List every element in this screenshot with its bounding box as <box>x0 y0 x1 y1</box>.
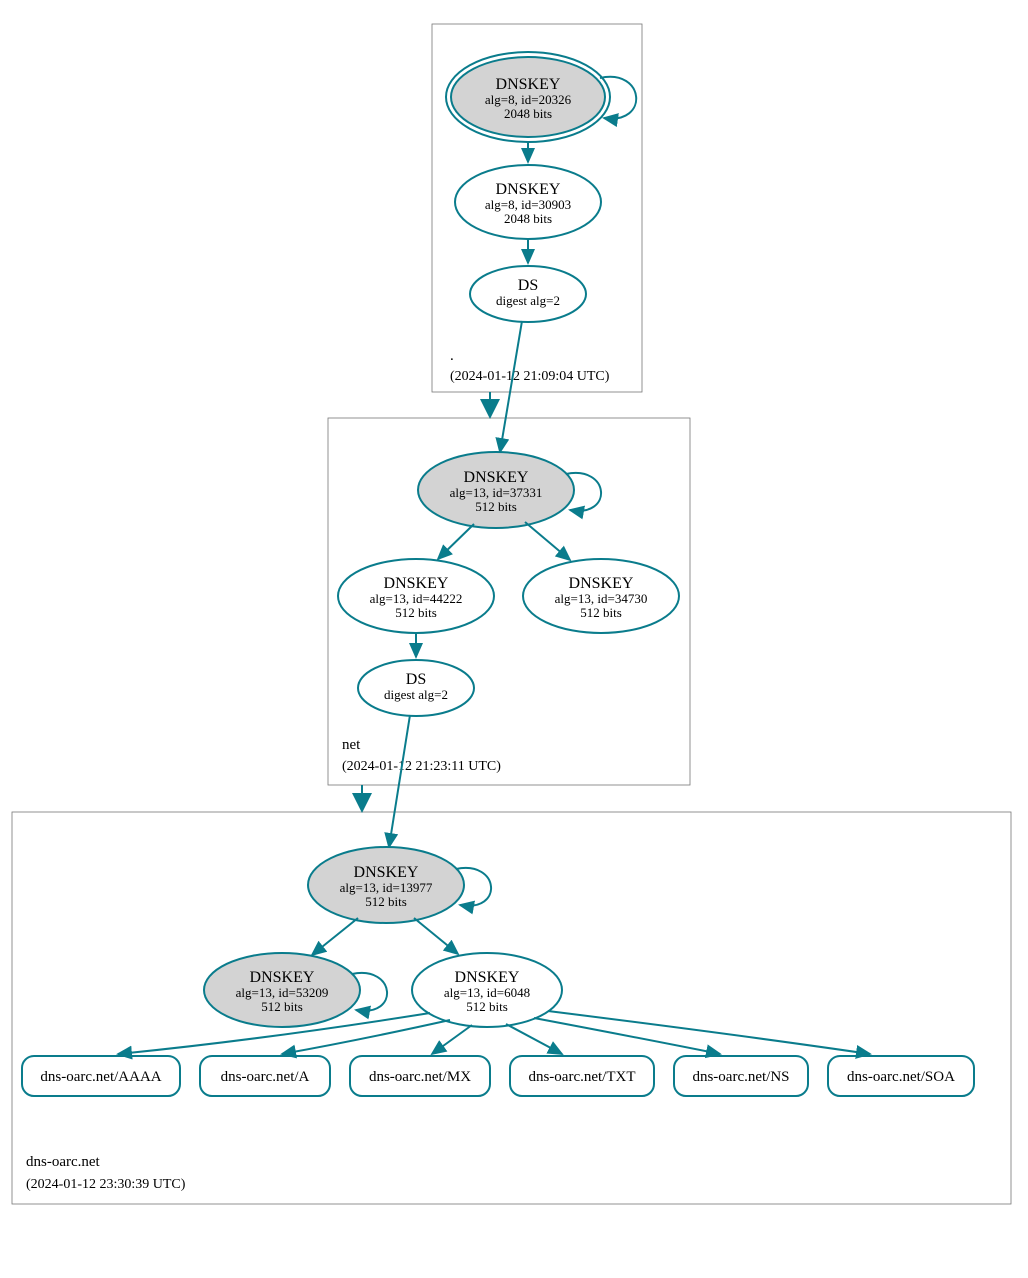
svg-text:DS: DS <box>518 277 538 294</box>
svg-text:alg=8, id=20326: alg=8, id=20326 <box>485 92 572 107</box>
edge-zsk2-mx <box>432 1025 472 1054</box>
edge-net-ds-do-ksk <box>389 715 410 847</box>
svg-text:512 bits: 512 bits <box>466 999 508 1014</box>
zone-time-net: (2024-01-12 21:23:11 UTC) <box>342 759 501 774</box>
node-rr-a: dns-oarc.net/A <box>200 1056 330 1096</box>
edge-net-ksk-zsk1 <box>438 524 474 559</box>
svg-text:alg=13, id=37331: alg=13, id=37331 <box>450 485 543 500</box>
zone-time-dnsoarc: (2024-01-12 23:30:39 UTC) <box>26 1177 186 1192</box>
svg-text:alg=13, id=6048: alg=13, id=6048 <box>444 985 530 1000</box>
svg-text:alg=8, id=30903: alg=8, id=30903 <box>485 197 571 212</box>
edge-zsk2-ns <box>534 1018 720 1054</box>
edge-zsk2-soa <box>548 1011 870 1054</box>
svg-text:dns-oarc.net/SOA: dns-oarc.net/SOA <box>847 1069 955 1085</box>
svg-text:dns-oarc.net/A: dns-oarc.net/A <box>221 1069 310 1085</box>
edge-zsk2-txt <box>506 1024 562 1054</box>
node-rr-txt: dns-oarc.net/TXT <box>510 1056 654 1096</box>
svg-text:512 bits: 512 bits <box>580 605 622 620</box>
node-rr-ns: dns-oarc.net/NS <box>674 1056 808 1096</box>
svg-text:512 bits: 512 bits <box>365 894 407 909</box>
svg-text:512 bits: 512 bits <box>395 605 437 620</box>
svg-text:digest alg=2: digest alg=2 <box>496 293 560 308</box>
node-do-zsk2: DNSKEY alg=13, id=6048 512 bits <box>412 953 562 1027</box>
svg-text:512 bits: 512 bits <box>261 999 303 1014</box>
svg-text:DNSKEY: DNSKEY <box>354 864 419 881</box>
node-root-ds: DS digest alg=2 <box>470 266 586 322</box>
svg-text:DS: DS <box>406 671 426 688</box>
svg-text:DNSKEY: DNSKEY <box>464 469 529 486</box>
node-root-zsk: DNSKEY alg=8, id=30903 2048 bits <box>455 165 601 239</box>
node-do-ksk: DNSKEY alg=13, id=13977 512 bits <box>308 847 464 923</box>
svg-text:DNSKEY: DNSKEY <box>569 575 634 592</box>
edge-net-ksk-zsk2 <box>525 522 570 560</box>
svg-text:2048 bits: 2048 bits <box>504 211 552 226</box>
zone-time-root: (2024-01-12 21:09:04 UTC) <box>450 369 610 384</box>
svg-text:digest alg=2: digest alg=2 <box>384 687 448 702</box>
svg-text:DNSKEY: DNSKEY <box>496 76 561 93</box>
svg-text:dns-oarc.net/AAAA: dns-oarc.net/AAAA <box>40 1069 161 1085</box>
node-do-zsk1: DNSKEY alg=13, id=53209 512 bits <box>204 953 360 1027</box>
zone-label-root: . <box>450 348 454 364</box>
node-net-zsk2: DNSKEY alg=13, id=34730 512 bits <box>523 559 679 633</box>
svg-text:DNSKEY: DNSKEY <box>384 575 449 592</box>
node-root-ksk: DNSKEY alg=8, id=20326 2048 bits <box>446 52 610 142</box>
node-net-ds: DS digest alg=2 <box>358 660 474 716</box>
svg-text:dns-oarc.net/MX: dns-oarc.net/MX <box>369 1069 471 1085</box>
edge-do-ksk-zsk1 <box>312 918 358 955</box>
node-rr-aaaa: dns-oarc.net/AAAA <box>22 1056 180 1096</box>
svg-text:dns-oarc.net/TXT: dns-oarc.net/TXT <box>528 1069 635 1085</box>
svg-text:alg=13, id=53209: alg=13, id=53209 <box>236 985 329 1000</box>
node-net-ksk: DNSKEY alg=13, id=37331 512 bits <box>418 452 574 528</box>
edge-root-ds-net-ksk <box>500 321 522 452</box>
svg-text:alg=13, id=34730: alg=13, id=34730 <box>555 591 648 606</box>
svg-text:alg=13, id=44222: alg=13, id=44222 <box>370 591 463 606</box>
zone-label-dnsoarc: dns-oarc.net <box>26 1154 101 1170</box>
svg-text:DNSKEY: DNSKEY <box>496 181 561 198</box>
svg-text:alg=13, id=13977: alg=13, id=13977 <box>340 880 433 895</box>
node-rr-mx: dns-oarc.net/MX <box>350 1056 490 1096</box>
node-net-zsk1: DNSKEY alg=13, id=44222 512 bits <box>338 559 494 633</box>
svg-text:DNSKEY: DNSKEY <box>250 969 315 986</box>
svg-text:DNSKEY: DNSKEY <box>455 969 520 986</box>
edge-do-ksk-zsk2 <box>414 918 458 954</box>
svg-text:dns-oarc.net/NS: dns-oarc.net/NS <box>692 1069 789 1085</box>
node-rr-soa: dns-oarc.net/SOA <box>828 1056 974 1096</box>
zone-label-net: net <box>342 737 361 753</box>
svg-text:512 bits: 512 bits <box>475 499 517 514</box>
svg-text:2048 bits: 2048 bits <box>504 106 552 121</box>
